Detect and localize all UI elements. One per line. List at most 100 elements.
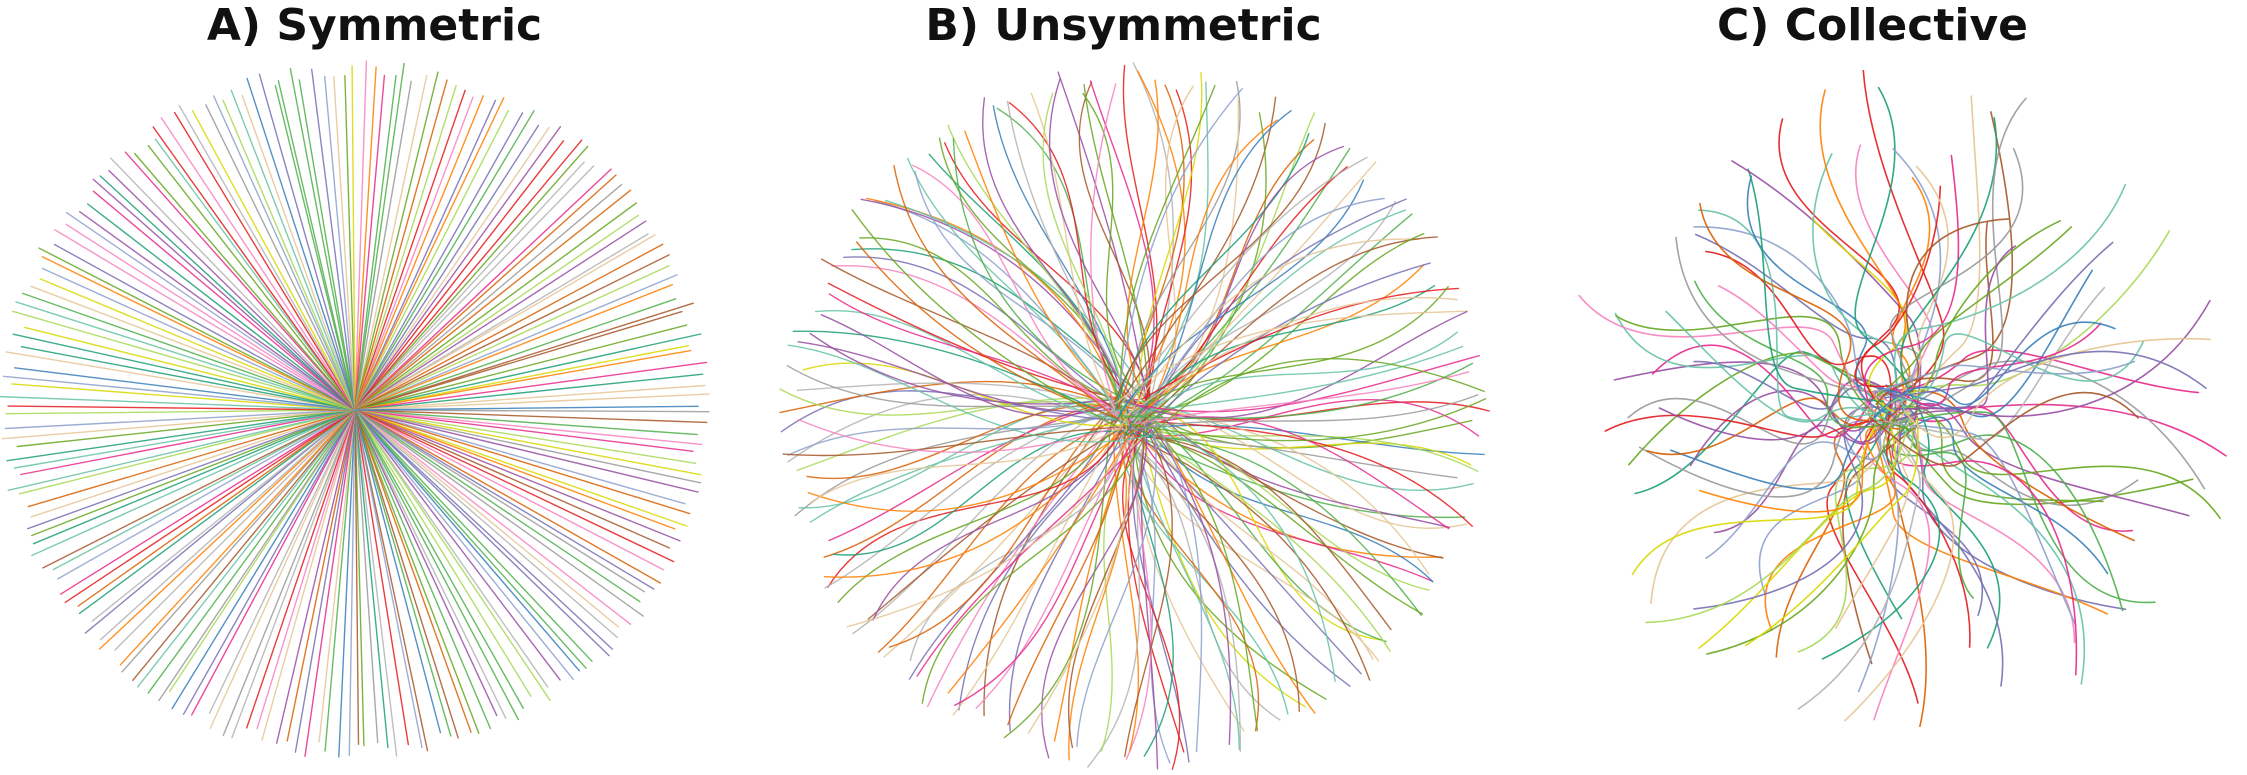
trajectory-line — [1132, 415, 1327, 700]
trajectory-line — [1903, 431, 2139, 507]
trajectory-line — [1114, 310, 1468, 405]
trajectory-line — [1903, 430, 2085, 685]
trajectory-line — [1758, 420, 1898, 596]
trajectory-line — [1150, 413, 1473, 449]
trajectory-line — [12, 310, 356, 411]
trajectory-line — [1041, 428, 1148, 759]
trajectory-line — [7, 405, 356, 411]
trajectory-line — [1875, 360, 2136, 393]
trajectory-line — [205, 104, 356, 411]
trajectory-line — [38, 247, 356, 411]
trajectory-line — [938, 137, 1118, 414]
trajectory-line — [289, 68, 356, 411]
trajectory-line — [354, 409, 702, 476]
trajectory-line — [1125, 403, 1240, 751]
trajectory-line — [1650, 399, 1894, 604]
trajectory-line — [92, 190, 356, 411]
trajectory-line — [2, 375, 356, 411]
trajectory-line — [354, 74, 386, 411]
trajectory-line — [1114, 404, 1430, 575]
trajectory-line — [354, 409, 670, 549]
symmetric-trajectory-plot — [0, 60, 710, 758]
trajectory-line — [952, 137, 1139, 406]
trajectory-line — [222, 99, 356, 411]
trajectory-line — [354, 214, 639, 411]
trajectory-line — [884, 199, 1154, 407]
trajectory-line — [354, 243, 664, 411]
trajectory-line — [821, 258, 1124, 418]
trajectory-line — [1746, 175, 1896, 417]
trajectory-line — [354, 373, 704, 411]
trajectory-line — [1087, 428, 1148, 768]
trajectory-line — [354, 89, 466, 411]
trajectory-line — [98, 409, 356, 650]
trajectory-line — [298, 79, 356, 411]
trajectory-line — [1131, 161, 1377, 425]
trajectory-line — [354, 361, 708, 411]
trajectory-line — [110, 157, 356, 411]
trajectory-line — [354, 409, 459, 739]
trajectory-line — [1874, 321, 2116, 417]
trajectory-line — [1131, 331, 1458, 426]
trajectory-line — [354, 409, 662, 584]
trajectory-line — [354, 409, 644, 617]
trajectory-line — [344, 75, 356, 411]
trajectory-line — [1698, 384, 1897, 649]
trajectory-line — [354, 165, 595, 411]
trajectory-line — [354, 79, 448, 411]
trajectory-line — [1139, 435, 1433, 582]
trajectory-line — [354, 409, 703, 446]
trajectory-line — [1117, 429, 1371, 681]
unsymmetric-trajectory-plot — [779, 62, 1490, 770]
trajectory-line — [354, 124, 540, 411]
trajectory-line — [1135, 400, 1374, 660]
trajectory-line — [906, 157, 1124, 428]
trajectory-line — [87, 203, 356, 411]
trajectory-line — [52, 409, 356, 571]
trajectory-line — [1903, 337, 2211, 439]
trajectory-line — [1797, 429, 1921, 710]
trajectory-line — [354, 409, 681, 542]
trajectory-line — [964, 130, 1122, 405]
trajectory-line — [354, 140, 565, 411]
trajectory-line — [1136, 200, 1397, 420]
trajectory-line — [354, 409, 632, 625]
trajectory-line — [1, 409, 356, 440]
trajectory-line — [1117, 84, 1185, 410]
trajectory-line — [354, 409, 619, 628]
trajectory-line — [1646, 397, 1879, 456]
trajectory-line — [42, 409, 356, 569]
trajectory-line — [1137, 145, 1344, 414]
trajectory-line — [831, 265, 1134, 429]
trajectory-line — [354, 333, 702, 411]
trajectory-line — [354, 409, 675, 563]
trajectory-line — [354, 409, 708, 424]
trajectory-line — [178, 104, 356, 411]
trajectory-line — [354, 97, 505, 411]
trajectory-line — [65, 223, 356, 411]
trajectory-line — [1859, 389, 1931, 721]
trajectory-line — [354, 233, 649, 411]
trajectory-line — [354, 409, 561, 681]
trajectory-line — [354, 409, 688, 527]
trajectory-line — [333, 76, 356, 411]
trajectory-line — [354, 409, 686, 505]
trajectory-line — [1867, 410, 2108, 615]
trajectory-line — [354, 284, 673, 411]
trajectory-line — [1117, 429, 1289, 715]
trajectory-line — [1124, 285, 1436, 437]
trajectory-line — [354, 409, 574, 680]
trajectory-line — [1881, 230, 2171, 409]
trajectory-line — [354, 189, 632, 411]
panel-symmetric: A) Symmetric — [0, 0, 749, 775]
trajectory-line — [208, 409, 356, 714]
trajectory-line — [1131, 394, 1479, 431]
trajectory-line — [1126, 197, 1385, 424]
trajectory-line — [947, 404, 1147, 694]
trajectory-line — [1151, 198, 1407, 414]
trajectory-line — [231, 409, 356, 739]
trajectory-line — [354, 409, 710, 413]
trajectory-line — [1698, 428, 1879, 513]
trajectory-line — [354, 409, 360, 745]
trajectory-line — [318, 409, 356, 743]
